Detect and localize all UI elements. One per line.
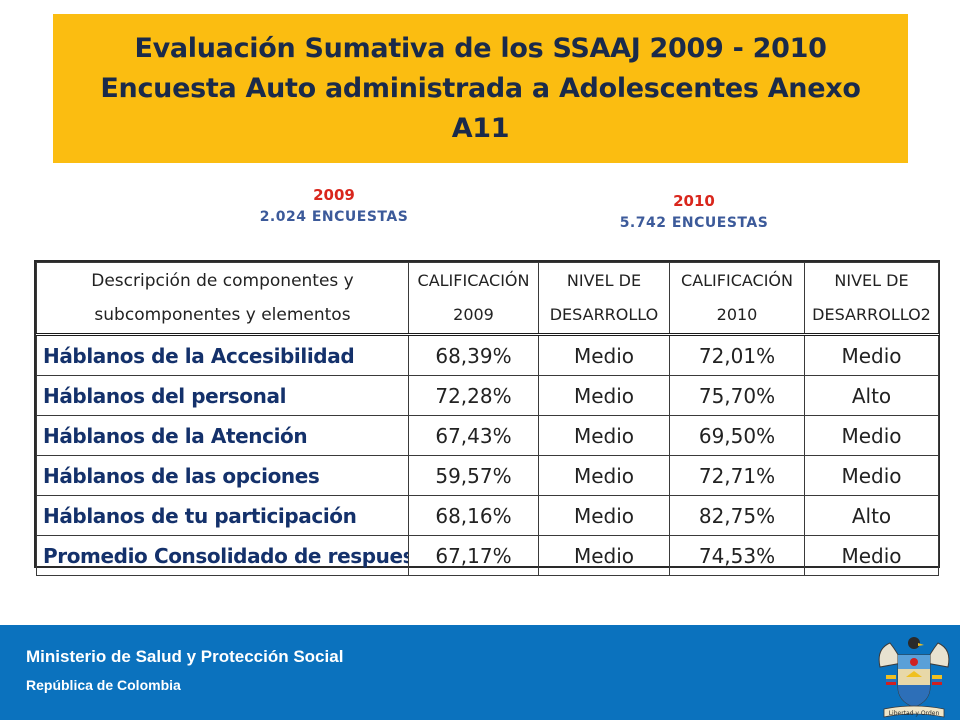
row-nivel2010: Alto [804,375,939,416]
title-banner: Evaluación Sumativa de los SSAAJ 2009 - … [53,14,908,163]
table-row: Háblanos de la Accesibilidad 68,39% Medi… [36,334,939,376]
survey-2009-year: 2009 [313,186,355,204]
header-cal2009-line-2: 2009 [453,305,494,324]
row-cal2010: 69,50% [669,415,805,456]
row-cal2010: 72,71% [669,455,805,496]
table-row: Promedio Consolidado de respuesta 67,17%… [36,535,939,576]
row-cal2009: 68,16% [408,495,539,536]
row-nivel2010: Medio [804,535,939,576]
row-nivel2009: Medio [538,334,670,376]
header-nivel2009-line-1: NIVEL DE [566,271,642,290]
row-cal2010: 74,53% [669,535,805,576]
header-calificacion-2009: CALIFICACIÓN 2009 [408,262,539,336]
row-nivel2009: Medio [538,495,670,536]
motto-text: Libertad y Orden [889,710,940,717]
row-nivel2010: Alto [804,495,939,536]
row-name: Promedio Consolidado de respuesta [36,535,409,576]
row-nivel2010: Medio [804,415,939,456]
header-nivel2009-line-2: DESARROLLO [549,305,659,324]
row-nivel2010: Medio [804,455,939,496]
row-cal2009: 72,28% [408,375,539,416]
table-row: Háblanos de tu participación 68,16% Medi… [36,495,939,536]
title-line-3: A11 [451,112,510,144]
header-nivel2010-line-2: DESARROLLO2 [812,305,931,324]
row-nivel2009: Medio [538,455,670,496]
row-cal2009: 67,17% [408,535,539,576]
row-cal2010: 82,75% [669,495,805,536]
row-name: Háblanos de la Accesibilidad [36,334,409,376]
table-header-row: Descripción de componentes y subcomponen… [36,262,939,336]
row-cal2009: 67,43% [408,415,539,456]
row-nivel2009: Medio [538,375,670,416]
colombia-coat-of-arms-icon: Libertad y Orden [878,637,950,718]
header-nivel-2009: NIVEL DE DESARROLLO [538,262,670,336]
survey-2009-label: 2009 2.024 ENCUESTAS [204,184,464,228]
row-cal2009: 68,39% [408,334,539,376]
header-cal2010-line-1: CALIFICACIÓN [681,271,793,290]
header-description-line-1: Descripción de componentes y [91,271,354,291]
row-nivel2009: Medio [538,415,670,456]
table-row: Háblanos de las opciones 59,57% Medio 72… [36,455,939,496]
row-nivel2009: Medio [538,535,670,576]
row-cal2010: 72,01% [669,334,805,376]
row-cal2010: 75,70% [669,375,805,416]
footer-bar: Ministerio de Salud y Protección Social … [0,625,960,720]
survey-2010-year: 2010 [673,192,715,210]
row-name: Háblanos del personal [36,375,409,416]
survey-2010-label: 2010 5.742 ENCUESTAS [564,190,824,234]
header-nivel-2010: NIVEL DE DESARROLLO2 [804,262,939,336]
ministry-name: Ministerio de Salud y Protección Social [26,647,344,666]
table-row: Háblanos de la Atención 67,43% Medio 69,… [36,415,939,456]
survey-2009-count: 2.024 ENCUESTAS [259,209,409,225]
row-cal2009: 59,57% [408,455,539,496]
header-calificacion-2010: CALIFICACIÓN 2010 [669,262,805,336]
table-row: Háblanos del personal 72,28% Medio 75,70… [36,375,939,416]
title-line-2: Encuesta Auto administrada a Adolescente… [100,72,861,104]
row-name: Háblanos de la Atención [36,415,409,456]
republic-name: República de Colombia [26,677,181,693]
results-table: Descripción de componentes y subcomponen… [34,260,940,576]
survey-2010-count: 5.742 ENCUESTAS [619,215,769,231]
row-nivel2010: Medio [804,334,939,376]
title-line-1: Evaluación Sumativa de los SSAAJ 2009 - … [134,32,827,64]
header-cal2009-line-1: CALIFICACIÓN [417,271,530,290]
header-nivel2010-line-1: NIVEL DE [834,271,909,290]
row-name: Háblanos de las opciones [36,455,409,496]
header-cal2010-line-2: 2010 [716,305,758,324]
row-name: Háblanos de tu participación [36,495,409,536]
header-description-line-2: subcomponentes y elementos [94,305,351,325]
header-description: Descripción de componentes y subcomponen… [36,262,409,336]
slide-title: Evaluación Sumativa de los SSAAJ 2009 - … [71,29,891,149]
